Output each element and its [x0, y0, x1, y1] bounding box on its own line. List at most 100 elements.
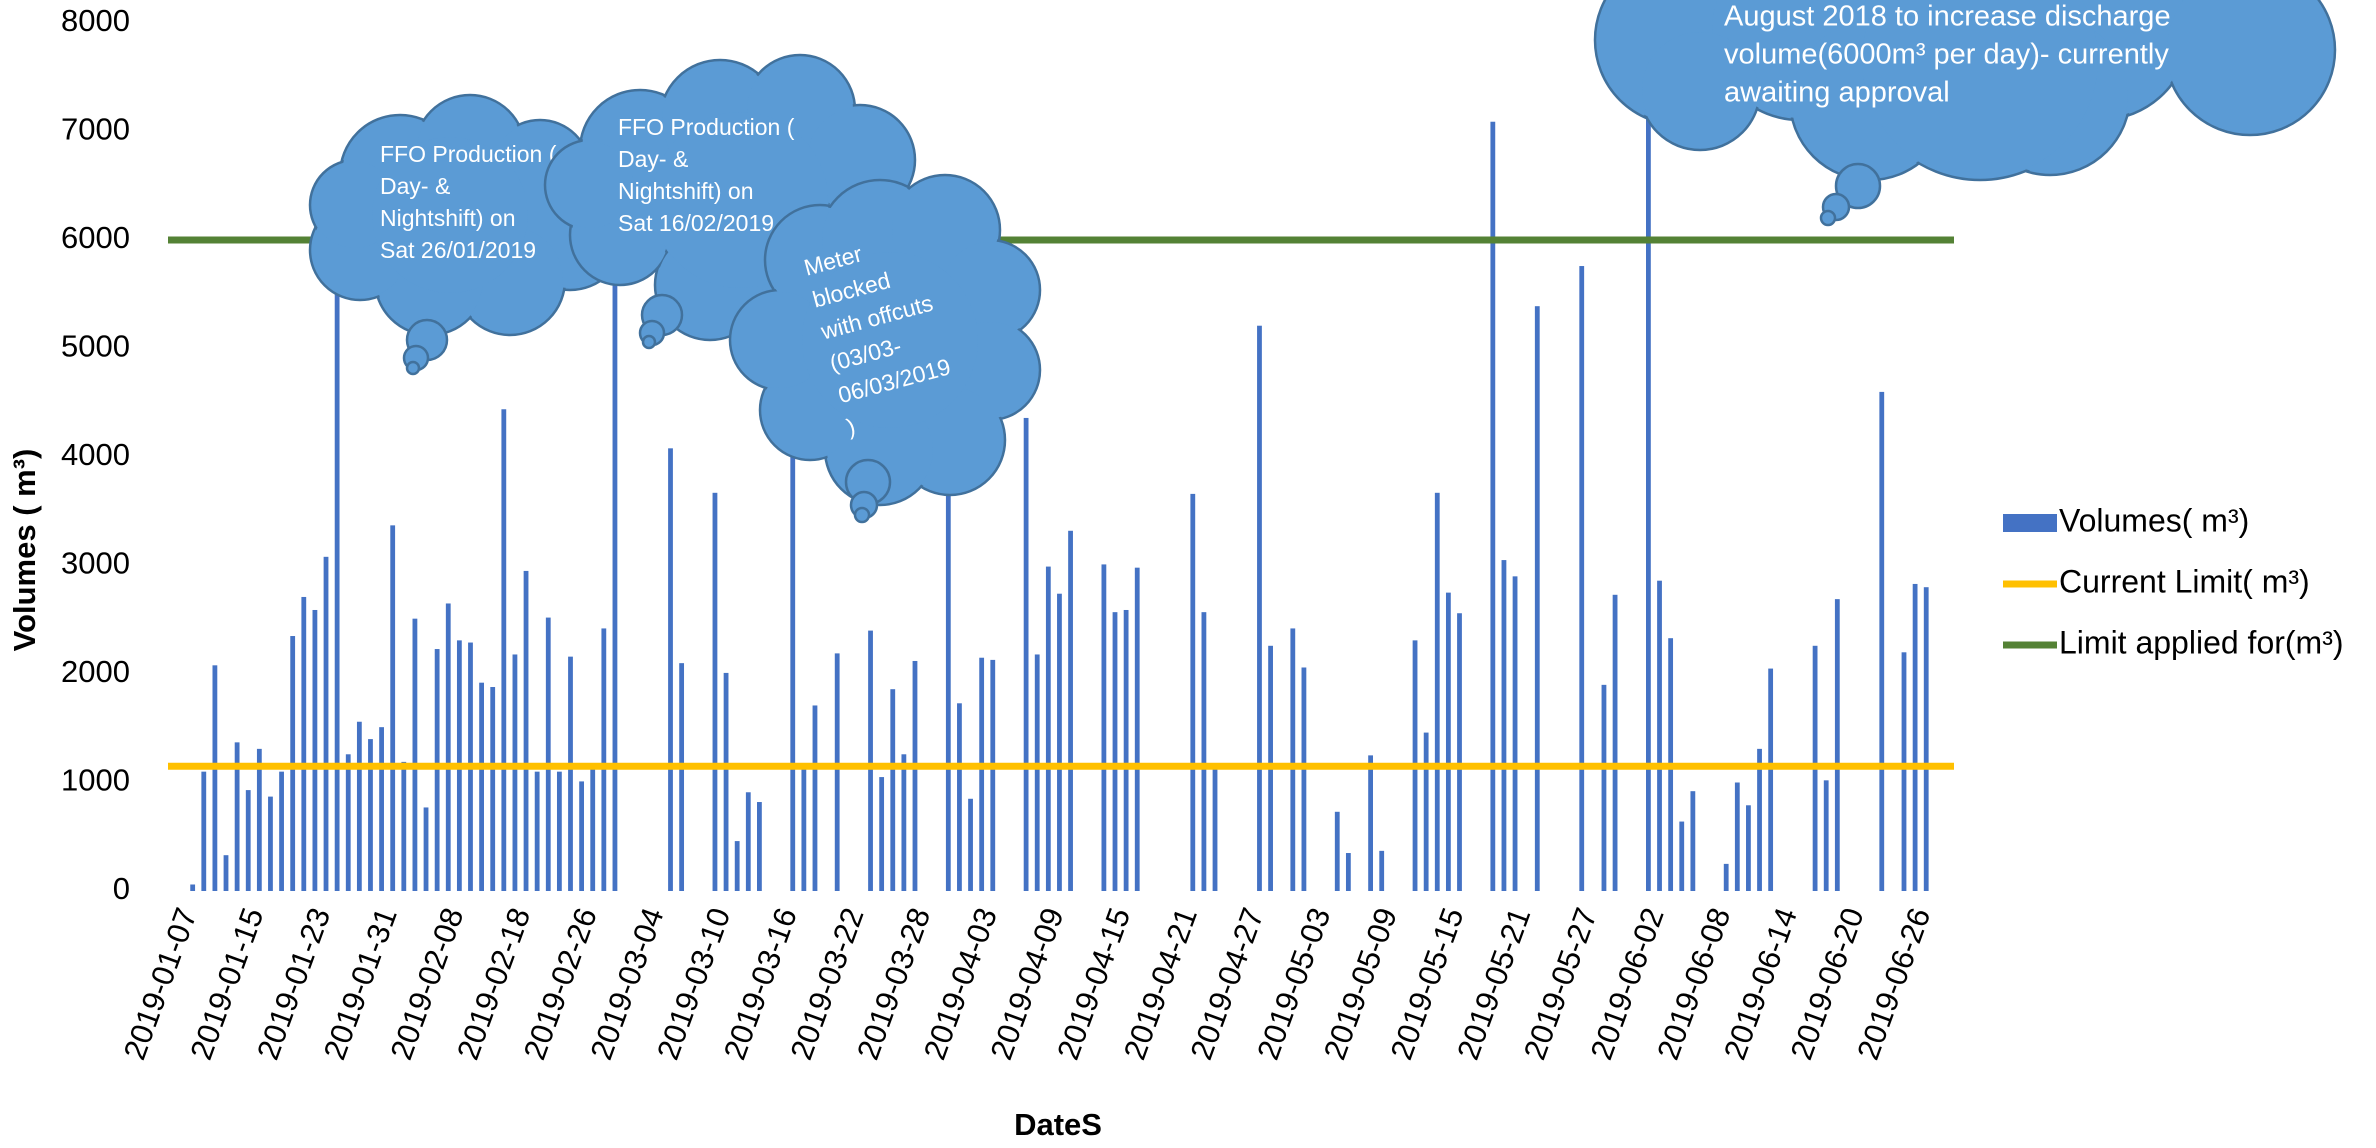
bar	[1123, 609, 1129, 891]
bar	[1612, 594, 1618, 891]
bar	[1734, 782, 1740, 891]
bar	[1368, 755, 1373, 891]
bar	[679, 663, 685, 891]
legend-label: Limit applied for(m³)	[2059, 624, 2344, 660]
bar	[1512, 576, 1518, 891]
bar	[1301, 667, 1307, 891]
bar	[556, 771, 562, 891]
cloud-tail	[405, 360, 421, 376]
bar	[490, 687, 496, 891]
bar	[1901, 652, 1907, 891]
callout-cloud	[308, 93, 627, 376]
bar	[256, 748, 262, 891]
annotation-text: FFO Production (	[618, 114, 795, 140]
cloud-fill	[1862, 0, 2098, 178]
annotation: FFO Production (Day- & Nightshift) on Sat …	[618, 114, 795, 236]
bar	[1534, 306, 1540, 891]
bar	[790, 424, 796, 891]
bar	[1112, 612, 1118, 891]
bar	[601, 628, 607, 891]
annotation-text: Sat 16/02/2019	[618, 210, 774, 236]
callout-cloud	[1593, 0, 2337, 227]
cloud-tail	[1834, 162, 1882, 210]
bar	[445, 603, 451, 891]
bar	[579, 781, 585, 891]
annotation-text: August 2018 to increase discharge	[1724, 1, 2171, 33]
legend-label: Current Limit( m³)	[2059, 563, 2310, 599]
bar	[1912, 583, 1918, 891]
bar	[423, 807, 429, 891]
bar	[668, 448, 673, 891]
bar	[1823, 780, 1829, 891]
bar	[268, 796, 273, 891]
y-tick-label: 3000	[61, 546, 130, 581]
bar	[190, 884, 196, 891]
bar	[834, 653, 840, 891]
bar	[1879, 391, 1885, 891]
bar	[745, 792, 751, 891]
bar	[1057, 593, 1062, 891]
bar	[1457, 613, 1462, 891]
bar	[1723, 863, 1729, 891]
bar	[1434, 492, 1440, 891]
bar	[868, 630, 873, 891]
bar	[534, 771, 540, 891]
bar	[1334, 811, 1340, 891]
bar	[223, 855, 229, 891]
y-tick-label: 7000	[61, 112, 130, 147]
bar	[323, 556, 329, 891]
bar	[812, 705, 818, 891]
bar	[1134, 567, 1140, 891]
annotation-text: Nightshift) on	[618, 178, 754, 204]
bar	[979, 657, 985, 891]
y-tick-label: 2000	[61, 654, 130, 689]
bar	[1690, 791, 1696, 891]
cloud-fill	[2167, 0, 2333, 133]
bar	[1290, 628, 1296, 891]
bar	[245, 790, 251, 891]
legend-swatch	[2003, 514, 2057, 532]
bar	[1212, 766, 1218, 891]
bar	[390, 525, 396, 891]
bar	[334, 290, 340, 891]
bar	[545, 617, 551, 891]
bar	[279, 771, 284, 891]
bar	[1501, 560, 1507, 891]
cloud-fill	[1642, 32, 1758, 148]
bar	[723, 672, 729, 891]
bar	[968, 798, 973, 891]
bar	[1023, 417, 1029, 891]
cloud-tail	[1819, 209, 1837, 227]
legend-label: Volumes( m³)	[2059, 502, 2249, 538]
bar	[1190, 493, 1196, 891]
bar	[501, 409, 507, 891]
bar	[345, 754, 351, 891]
bar	[356, 721, 362, 891]
bar	[1201, 612, 1207, 891]
bar	[1679, 821, 1685, 891]
bar	[757, 802, 762, 891]
bar	[234, 742, 240, 891]
bar	[801, 766, 807, 891]
cloud-fill	[547, 142, 633, 228]
cloud-tail	[641, 334, 657, 350]
bar	[1657, 580, 1662, 891]
bar	[1490, 121, 1496, 892]
cloud-tail	[853, 506, 871, 524]
bar	[1834, 599, 1840, 891]
bar	[368, 739, 373, 891]
bar	[434, 649, 440, 891]
bar	[1746, 805, 1751, 891]
bar	[1034, 654, 1040, 891]
y-tick-label: 1000	[61, 763, 130, 798]
annotation-text: awaiting approval	[1724, 77, 1950, 109]
annotation: FFO Production (Day- & Nightshift) on Sat …	[380, 141, 557, 263]
y-tick-label: 4000	[61, 437, 130, 472]
bar	[590, 766, 596, 891]
bar	[1045, 566, 1051, 891]
y-tick-label: 5000	[61, 329, 130, 364]
bar	[957, 703, 962, 891]
bar	[879, 777, 885, 891]
